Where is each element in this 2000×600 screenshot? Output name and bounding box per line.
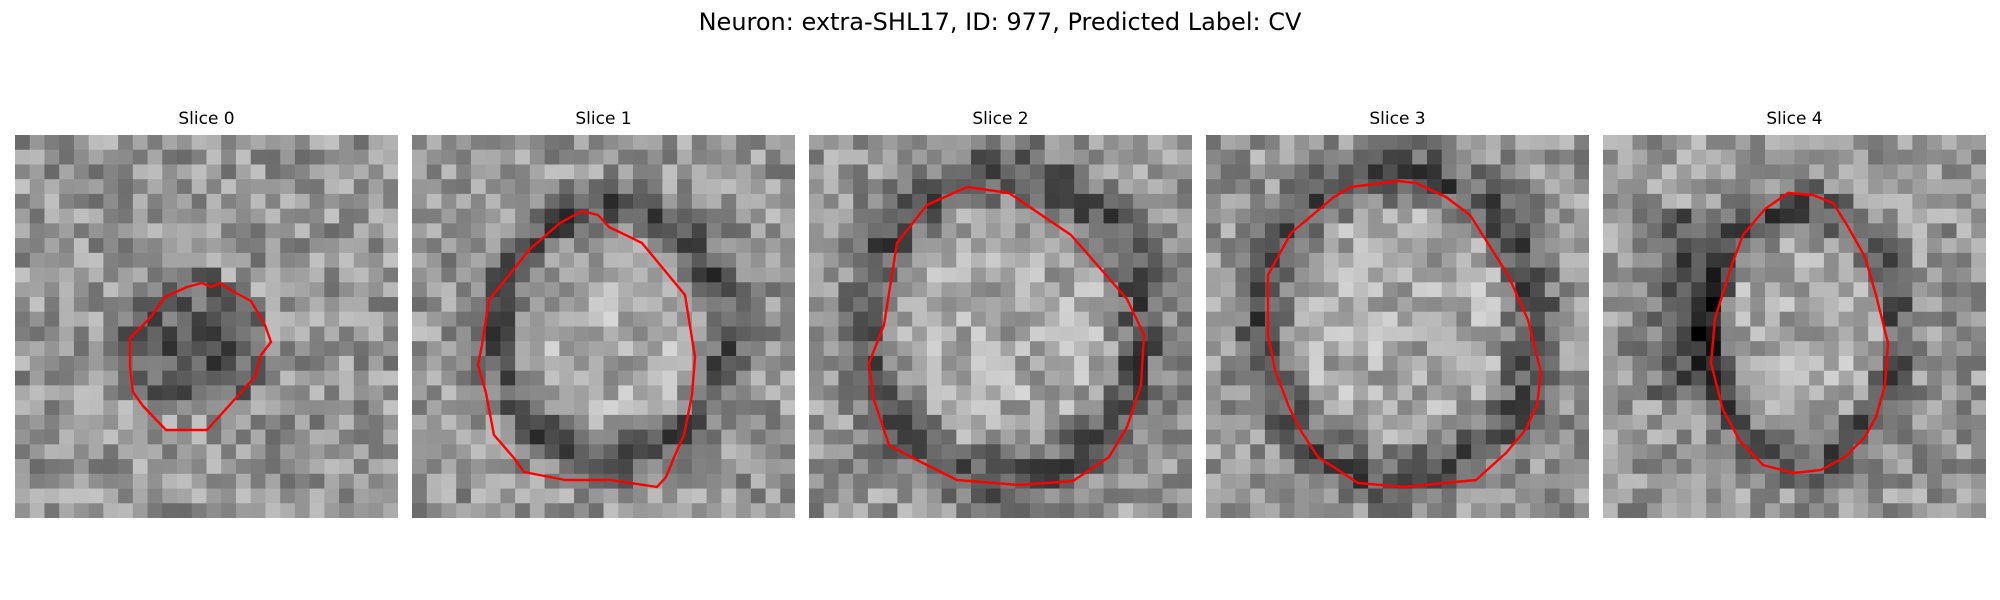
slice-title-4: Slice 4 — [1766, 109, 1823, 129]
contour-outline-0 — [128, 281, 273, 432]
slice-panel-3: Slice 3 — [1206, 109, 1589, 518]
grayscale-pixels-3 — [1206, 135, 1589, 518]
grayscale-pixels-4 — [1603, 135, 1986, 518]
slice-title-0: Slice 0 — [178, 109, 235, 129]
slice-panel-2: Slice 2 — [809, 109, 1192, 518]
figure-title: Neuron: extra-SHL17, ID: 977, Predicted … — [698, 8, 1302, 36]
contour-outline-4 — [1709, 191, 1890, 475]
slice-image-2 — [809, 135, 1192, 518]
contour-outline-3 — [1266, 179, 1543, 489]
contour-outline-1 — [476, 209, 697, 489]
slice-image-0 — [15, 135, 398, 518]
grayscale-pixels-2 — [809, 135, 1192, 518]
slice-panel-0: Slice 0 — [15, 109, 398, 518]
slice-image-4 — [1603, 135, 1986, 518]
slice-title-1: Slice 1 — [575, 109, 632, 129]
slice-image-3 — [1206, 135, 1589, 518]
contour-outline-2 — [867, 185, 1146, 487]
slice-panel-1: Slice 1 — [412, 109, 795, 518]
slice-title-2: Slice 2 — [972, 109, 1029, 129]
slice-panel-4: Slice 4 — [1603, 109, 1986, 518]
grayscale-pixels-0 — [15, 135, 398, 518]
slice-image-1 — [412, 135, 795, 518]
slice-title-3: Slice 3 — [1369, 109, 1426, 129]
grayscale-pixels-1 — [412, 135, 795, 518]
